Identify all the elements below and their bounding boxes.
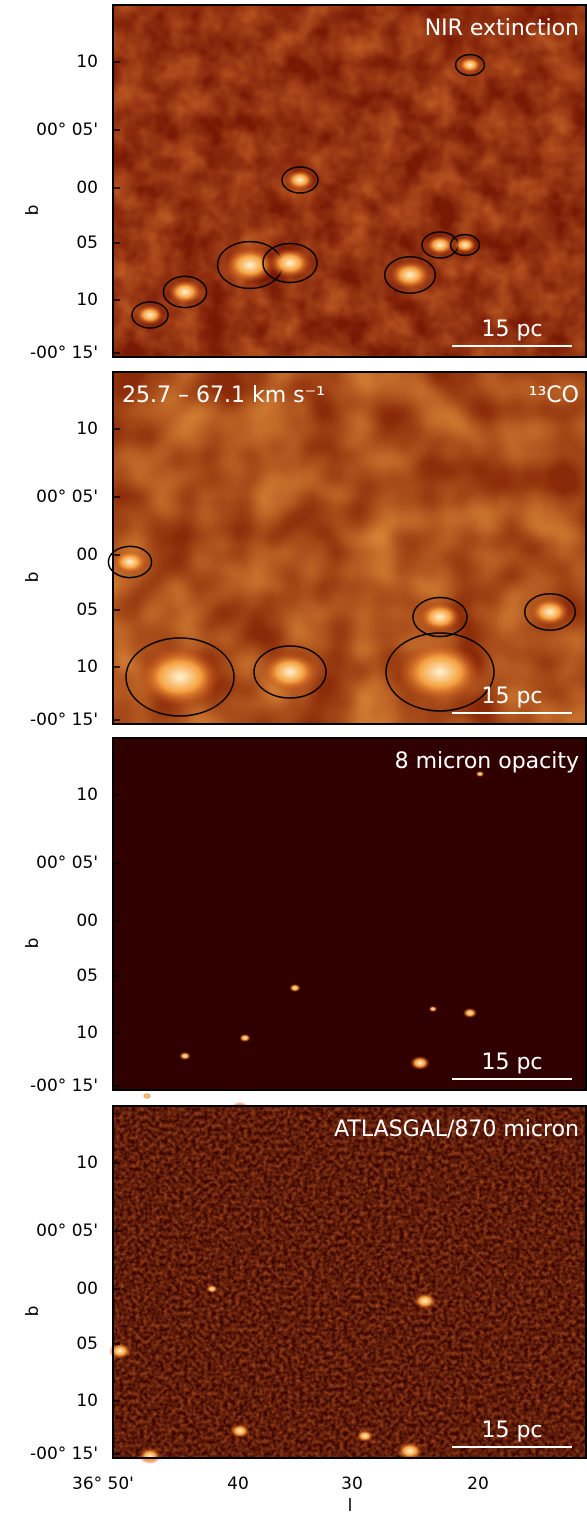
bright-emission	[458, 57, 482, 73]
bright-emission	[230, 1424, 250, 1438]
bright-emission	[108, 1343, 132, 1359]
bright-emission	[138, 647, 222, 707]
bright-emission	[206, 1285, 218, 1293]
y-tick-label: 05	[76, 600, 98, 620]
y-tick-label: 10	[76, 419, 98, 439]
bright-emission	[398, 642, 482, 702]
contour	[253, 645, 327, 699]
panel-frame	[112, 4, 587, 358]
bright-emission	[428, 1006, 438, 1012]
image-texture	[112, 5, 587, 357]
contour	[454, 53, 486, 77]
bright-emission	[413, 1293, 437, 1309]
panel-image	[112, 738, 587, 1090]
panel-frame	[112, 737, 587, 1091]
bright-emission	[113, 550, 147, 574]
bright-emission	[356, 1430, 374, 1442]
x-axis-label: l	[348, 1496, 353, 1516]
scale-bar-label: 15 pc	[481, 684, 542, 709]
panel-title: 8 micron opacity	[395, 749, 579, 774]
y-tick-label: -00° 15'	[30, 1444, 98, 1464]
panel-frame	[112, 1105, 587, 1459]
panel-label: ¹³CO	[529, 383, 579, 408]
bright-emission	[463, 1008, 477, 1018]
bright-emission	[390, 261, 430, 289]
x-tick-label: 40	[227, 1474, 249, 1494]
y-tick-label: -00° 15'	[30, 1076, 98, 1096]
panel: ATLASGAL/870 micron 15 pc 10 00° 05' 00 05 10 -…	[23, 1105, 587, 1464]
bright-emission	[475, 771, 485, 777]
bright-emission	[426, 235, 454, 255]
x-tick-label: 36° 50'	[72, 1474, 134, 1494]
bright-emission	[453, 237, 477, 253]
scale-bar-label: 15 pc	[481, 1418, 542, 1443]
panel-title: NIR extinction	[425, 16, 579, 41]
y-axis-label: b	[23, 572, 43, 583]
panel-title: ATLASGAL/870 micron	[334, 1117, 579, 1142]
bright-emission	[224, 247, 276, 283]
contour	[125, 637, 235, 717]
y-axis-label: b	[23, 1306, 43, 1317]
y-tick-label: 00° 05'	[36, 120, 98, 140]
bright-emission	[419, 602, 461, 632]
y-tick-label: 00° 05'	[36, 853, 98, 873]
y-tick-label: 05	[76, 1334, 98, 1354]
bright-emission	[397, 1442, 423, 1460]
panel: 25.7 – 67.1 km s⁻¹ ¹³CO 15 pc 10 00° 05' 00 05…	[23, 371, 587, 730]
bright-emission	[530, 598, 570, 626]
y-tick-label: 00	[76, 1279, 98, 1299]
bright-emission	[239, 1034, 251, 1042]
y-tick-label: 10	[76, 1391, 98, 1411]
scale-bar-label: 15 pc	[481, 1050, 542, 1075]
y-tick-label: -00° 15'	[30, 710, 98, 730]
bright-emission	[142, 1093, 152, 1099]
contour	[107, 545, 153, 579]
y-axis-label: b	[23, 938, 43, 949]
y-tick-label: 00	[76, 545, 98, 565]
y-tick-label: 00° 05'	[36, 1221, 98, 1241]
bright-emission	[286, 170, 314, 190]
contour	[162, 275, 208, 309]
y-tick-label: 10	[76, 52, 98, 72]
panel: NIR extinction 15 pc 10 00° 05' 00 05 10 -00° 1…	[23, 4, 587, 363]
contour	[281, 166, 319, 194]
bright-emission	[168, 280, 202, 304]
y-tick-label: 10	[76, 657, 98, 677]
scale-bar-label: 15 pc	[481, 317, 542, 342]
panel: 8 micron opacity 15 pc 10 00° 05' 00 05 10 -00°…	[23, 737, 587, 1114]
y-tick-label: 10	[76, 785, 98, 805]
y-tick-label: 00	[76, 911, 98, 931]
bright-emission	[138, 1448, 162, 1464]
contour	[524, 593, 576, 631]
bright-emission	[262, 652, 318, 692]
contour	[412, 596, 468, 638]
contour	[385, 632, 495, 712]
x-tick-label: 30	[341, 1474, 363, 1494]
y-tick-label: -00° 15'	[30, 343, 98, 363]
y-tick-label: 10	[76, 1023, 98, 1043]
y-tick-label: 05	[76, 233, 98, 253]
y-axis-label: b	[23, 205, 43, 216]
bright-emission	[289, 984, 301, 992]
y-tick-label: 10	[76, 290, 98, 310]
contour	[384, 256, 436, 294]
contour	[449, 233, 481, 257]
y-tick-label: 10	[76, 1153, 98, 1173]
panel-frame	[112, 371, 587, 725]
contour	[131, 301, 169, 329]
bright-emission	[179, 1052, 191, 1060]
panel-title: 25.7 – 67.1 km s⁻¹	[122, 383, 325, 408]
y-tick-label: 00° 05'	[36, 487, 98, 507]
bright-emission	[410, 1056, 430, 1070]
bright-emission	[269, 248, 311, 278]
y-tick-label: 05	[76, 966, 98, 986]
x-tick-label: 20	[467, 1474, 489, 1494]
y-tick-label: 00	[76, 178, 98, 198]
image-texture	[112, 1106, 587, 1458]
bright-emission	[136, 305, 164, 325]
contour	[262, 242, 318, 284]
